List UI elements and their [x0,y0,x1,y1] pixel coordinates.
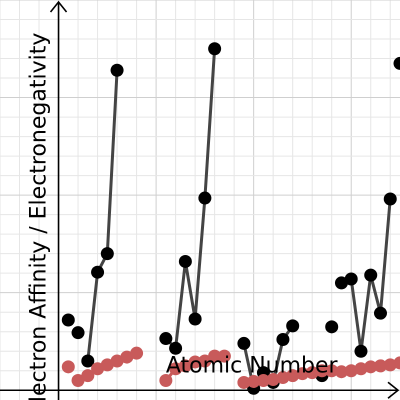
series-1-point [81,369,95,383]
series-0-point [276,333,290,347]
series-0-line [86,70,119,362]
series-0-point [344,272,358,286]
series-0-point [61,313,75,327]
series-1-point [159,373,173,387]
series-0-point [373,306,387,320]
series-0-point [188,312,202,326]
series-0-point [159,332,173,346]
series-0-point [100,247,114,261]
series-0-point [169,341,183,355]
x-axis-arrow [387,381,400,399]
series-1-point [334,365,348,379]
series-1-point [100,358,114,372]
series-0-point [334,276,348,290]
series-1-point [315,364,329,378]
series-1-point [130,346,144,360]
series-0-point [71,326,85,340]
series-1-point [383,358,397,372]
series-0-point [110,63,124,77]
series-0-point [383,192,397,206]
series-1-point [110,354,124,368]
series-0-point [178,254,192,268]
series-1-point [61,360,75,374]
series-1-point [188,355,202,369]
series-1-point [286,369,300,383]
series-1-point [305,366,319,380]
series-0-point [286,319,300,333]
series-1-point [169,362,183,376]
y-axis-label: Electron Affinity / Electronegativity [27,33,52,400]
series-1-point [120,350,134,364]
series-0-point [208,42,222,56]
series-1-point [266,373,280,387]
series-0-point [198,191,212,205]
series-1-point [364,360,378,374]
series-1-point [178,359,192,373]
series-1-point [237,375,251,389]
series-points [61,42,400,395]
x-axis-label: Atomic Number [166,354,339,379]
series-1-point [91,362,105,376]
series-1-point [247,374,261,388]
series-0-point [354,344,368,358]
series-1-point [71,373,85,387]
series-1-point [344,364,358,378]
series-0-point [325,320,339,334]
series-1-point [354,362,368,376]
series-0-point [81,354,95,368]
y-axis-arrow [49,0,68,13]
series-1-point [373,359,387,373]
series-1-point [217,349,231,363]
series-1-point [198,354,212,368]
series-0-point [364,268,378,282]
series-0-point [237,336,251,350]
series-1-point [393,356,400,370]
series-1-point [256,373,270,387]
series-0-point [393,56,400,70]
series-1-point [295,367,309,381]
series-0-point [91,265,105,279]
series-1-point [276,371,290,385]
series-1-point [208,349,222,363]
series-1-point [325,364,339,378]
